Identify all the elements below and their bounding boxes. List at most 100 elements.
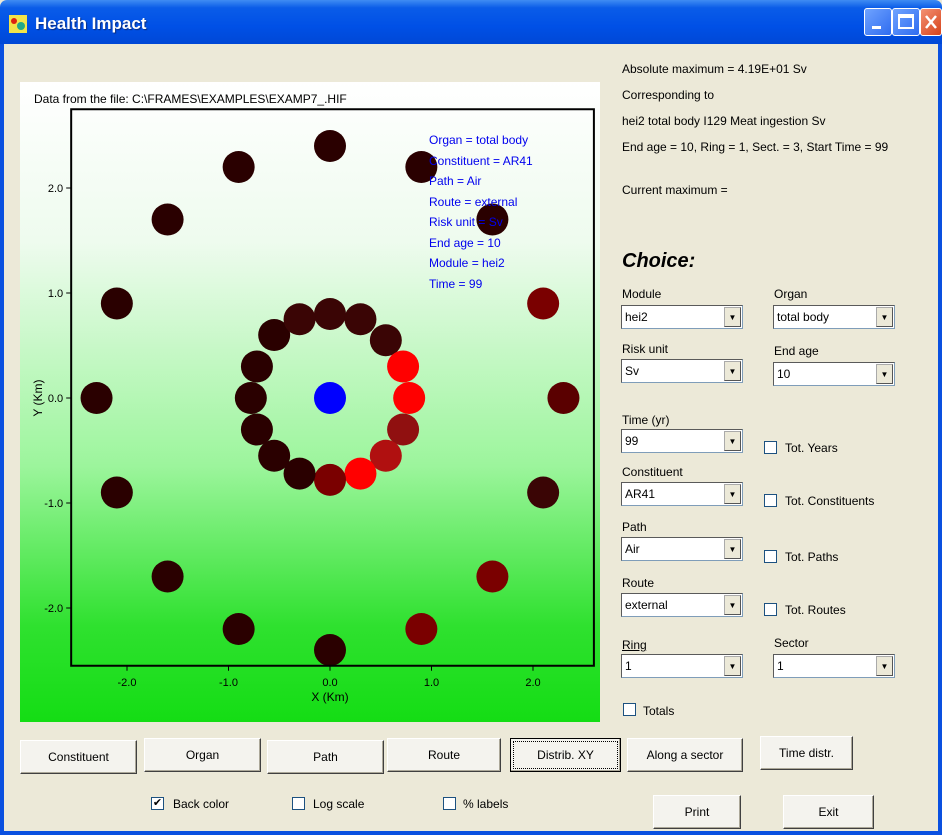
x-tick-label: 1.0 bbox=[424, 677, 439, 689]
back-color-label: Back color bbox=[173, 797, 230, 811]
x-tick-label: 0.0 bbox=[322, 677, 337, 689]
distrib-xy-button[interactable]: Distrib. XY bbox=[510, 738, 621, 772]
time-value: 99 bbox=[625, 434, 639, 448]
data-point bbox=[405, 151, 438, 183]
y-tick-label: 1.0 bbox=[48, 288, 63, 300]
constituent-button[interactable]: Constituent bbox=[20, 740, 137, 774]
back-color-checkbox[interactable]: ✔ bbox=[151, 797, 164, 810]
module-select[interactable]: hei2 ▼ bbox=[621, 305, 743, 329]
y-tick-label: 0.0 bbox=[48, 393, 63, 405]
end-age-select[interactable]: 10 ▼ bbox=[773, 362, 895, 386]
distribution-chart: -2.0 -1.0 0.0 1.0 2.0 2.0 1.0 0.0 -1.0 -2.0 X (Km)… bbox=[31, 108, 595, 704]
end-age-value: 10 bbox=[777, 367, 791, 381]
chevron-down-icon[interactable]: ▼ bbox=[724, 431, 741, 451]
risk-unit-select[interactable]: Sv ▼ bbox=[621, 359, 743, 383]
log-scale-label: Log scale bbox=[313, 797, 365, 811]
legend-line: End age = 10 bbox=[429, 235, 501, 250]
chevron-down-icon[interactable]: ▼ bbox=[724, 656, 741, 676]
tot-constituents-label: Tot. Constituents bbox=[785, 494, 875, 508]
ring-select[interactable]: 1 ▼ bbox=[621, 654, 743, 678]
tot-paths-label: Tot. Paths bbox=[785, 550, 839, 564]
chevron-down-icon[interactable]: ▼ bbox=[876, 364, 893, 384]
exit-button[interactable]: Exit bbox=[783, 795, 874, 829]
print-button[interactable]: Print bbox=[653, 795, 741, 829]
organ-button[interactable]: Organ bbox=[144, 738, 261, 772]
tot-routes-checkbox[interactable] bbox=[764, 603, 777, 616]
data-point bbox=[314, 463, 346, 496]
pct-labels-checkbox[interactable] bbox=[443, 797, 456, 810]
checkmark-icon: ✔ bbox=[152, 797, 163, 809]
data-point bbox=[393, 382, 426, 414]
data-point bbox=[100, 287, 133, 320]
plot-legend: Organ = total body Constituent = AR41 Path… bbox=[429, 130, 533, 294]
tot-years-label: Tot. Years bbox=[785, 441, 838, 455]
time-distr-button[interactable]: Time distr. bbox=[760, 736, 853, 770]
pct-labels-label: % labels bbox=[463, 797, 509, 811]
chevron-down-icon[interactable]: ▼ bbox=[876, 307, 893, 327]
tot-paths-checkbox[interactable] bbox=[764, 550, 777, 563]
minimize-button[interactable] bbox=[864, 8, 892, 36]
data-point bbox=[476, 560, 509, 593]
y-tick-label: -1.0 bbox=[44, 498, 63, 510]
window-frame bbox=[0, 44, 942, 835]
data-point bbox=[387, 350, 420, 383]
file-label: Data from the file: C:\FRAMES\EXAMPLES\E… bbox=[34, 92, 347, 106]
max-details: End age = 10, Ring = 1, Sect. = 3, Start… bbox=[622, 140, 889, 154]
log-scale-checkbox[interactable] bbox=[292, 797, 305, 810]
data-point bbox=[344, 457, 377, 490]
route-button[interactable]: Route bbox=[387, 738, 501, 772]
center-point bbox=[314, 382, 346, 414]
close-icon bbox=[925, 15, 937, 29]
path-button[interactable]: Path bbox=[267, 740, 384, 774]
risk-unit-value: Sv bbox=[625, 364, 640, 378]
chevron-down-icon[interactable]: ▼ bbox=[876, 656, 893, 676]
chevron-down-icon[interactable]: ▼ bbox=[724, 307, 741, 327]
data-point bbox=[240, 350, 273, 383]
y-tick-label: -2.0 bbox=[44, 603, 63, 615]
route-select[interactable]: external ▼ bbox=[621, 593, 743, 617]
x-tick-label: -1.0 bbox=[219, 677, 238, 689]
data-point bbox=[240, 413, 273, 446]
organ-select[interactable]: total body ▼ bbox=[773, 305, 895, 329]
y-axis-label: Y (Km) bbox=[31, 379, 45, 416]
chevron-down-icon[interactable]: ▼ bbox=[724, 361, 741, 381]
x-tick-label: 2.0 bbox=[525, 677, 540, 689]
chevron-down-icon[interactable]: ▼ bbox=[724, 484, 741, 504]
tot-years-checkbox[interactable] bbox=[764, 441, 777, 454]
organ-value: total body bbox=[777, 310, 830, 324]
app-icon bbox=[9, 15, 27, 33]
legend-line: Route = external bbox=[429, 194, 518, 209]
path-label: Path bbox=[622, 520, 647, 534]
chevron-down-icon[interactable]: ▼ bbox=[724, 595, 741, 615]
tot-constituents-checkbox[interactable] bbox=[764, 494, 777, 507]
close-button[interactable] bbox=[920, 8, 942, 36]
title-bar[interactable] bbox=[0, 0, 942, 44]
totals-label: Totals bbox=[643, 704, 675, 718]
data-point bbox=[314, 130, 346, 162]
data-point bbox=[100, 476, 133, 509]
totals-checkbox[interactable] bbox=[623, 703, 636, 716]
max-source: hei2 total body I129 Meat ingestion Sv bbox=[622, 114, 826, 128]
constituent-select[interactable]: AR41 ▼ bbox=[621, 482, 743, 506]
legend-line: Organ = total body bbox=[429, 133, 529, 147]
along-a-sector-button[interactable]: Along a sector bbox=[627, 738, 743, 772]
constituent-label: Constituent bbox=[622, 465, 683, 479]
data-point bbox=[151, 560, 184, 593]
data-point bbox=[527, 476, 560, 509]
chevron-down-icon[interactable]: ▼ bbox=[724, 539, 741, 559]
time-select[interactable]: 99 ▼ bbox=[621, 429, 743, 453]
ring-label: Ring bbox=[622, 638, 647, 652]
route-value: external bbox=[625, 598, 668, 612]
data-point bbox=[314, 634, 346, 666]
data-point bbox=[547, 382, 580, 414]
time-label: Time (yr) bbox=[622, 413, 670, 427]
maximize-button[interactable] bbox=[892, 8, 920, 36]
data-point bbox=[369, 439, 402, 472]
window-title: Health Impact bbox=[35, 14, 147, 33]
corresponding-to: Corresponding to bbox=[622, 88, 715, 102]
data-point bbox=[344, 303, 377, 336]
path-select[interactable]: Air ▼ bbox=[621, 537, 743, 561]
sector-select[interactable]: 1 ▼ bbox=[773, 654, 895, 678]
data-point bbox=[258, 439, 291, 472]
tot-routes-label: Tot. Routes bbox=[785, 603, 846, 617]
